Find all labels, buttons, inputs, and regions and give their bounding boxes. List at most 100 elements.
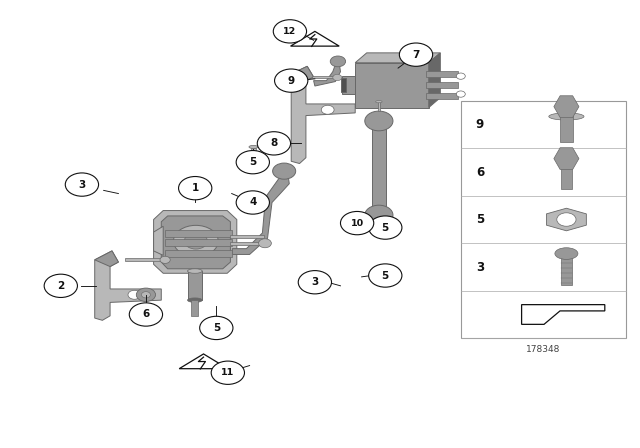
Text: 178348: 178348 bbox=[526, 345, 561, 354]
Text: 9: 9 bbox=[476, 118, 484, 131]
Circle shape bbox=[259, 239, 271, 248]
Polygon shape bbox=[165, 230, 232, 237]
Polygon shape bbox=[561, 256, 572, 285]
Circle shape bbox=[200, 316, 233, 340]
Polygon shape bbox=[426, 93, 458, 99]
Text: 5: 5 bbox=[249, 157, 257, 167]
Polygon shape bbox=[314, 63, 340, 86]
Circle shape bbox=[236, 151, 269, 174]
Text: 5: 5 bbox=[381, 271, 389, 280]
FancyBboxPatch shape bbox=[461, 101, 626, 338]
Circle shape bbox=[211, 361, 244, 384]
Circle shape bbox=[173, 225, 218, 257]
Ellipse shape bbox=[188, 269, 202, 273]
Circle shape bbox=[369, 264, 402, 287]
Circle shape bbox=[321, 105, 334, 114]
Circle shape bbox=[128, 290, 141, 299]
Polygon shape bbox=[291, 66, 314, 81]
Polygon shape bbox=[291, 31, 339, 46]
Text: 11: 11 bbox=[221, 368, 234, 377]
Circle shape bbox=[141, 292, 150, 298]
Ellipse shape bbox=[376, 229, 382, 231]
Polygon shape bbox=[355, 53, 440, 63]
Polygon shape bbox=[230, 242, 264, 245]
Ellipse shape bbox=[555, 248, 578, 259]
Text: 4: 4 bbox=[249, 198, 257, 207]
Polygon shape bbox=[291, 66, 355, 164]
Polygon shape bbox=[355, 63, 429, 108]
Circle shape bbox=[129, 303, 163, 326]
Polygon shape bbox=[230, 235, 264, 238]
Ellipse shape bbox=[548, 113, 584, 120]
Polygon shape bbox=[232, 175, 289, 254]
Polygon shape bbox=[378, 220, 380, 229]
Polygon shape bbox=[554, 148, 579, 169]
Polygon shape bbox=[554, 96, 579, 117]
Ellipse shape bbox=[188, 298, 202, 302]
Ellipse shape bbox=[376, 100, 382, 103]
Circle shape bbox=[257, 132, 291, 155]
Circle shape bbox=[273, 20, 307, 43]
Polygon shape bbox=[378, 102, 380, 111]
Polygon shape bbox=[251, 148, 256, 161]
Circle shape bbox=[456, 73, 465, 79]
Text: 5: 5 bbox=[212, 323, 220, 333]
Polygon shape bbox=[179, 354, 228, 369]
Text: 5: 5 bbox=[476, 213, 484, 226]
Circle shape bbox=[456, 91, 465, 97]
Circle shape bbox=[330, 56, 346, 67]
Circle shape bbox=[179, 177, 212, 200]
Ellipse shape bbox=[249, 145, 258, 148]
Text: 1: 1 bbox=[191, 183, 199, 193]
Circle shape bbox=[365, 205, 393, 225]
Polygon shape bbox=[154, 226, 163, 255]
Text: 7: 7 bbox=[412, 50, 420, 60]
Text: 10: 10 bbox=[351, 219, 364, 228]
Text: 3: 3 bbox=[476, 260, 484, 274]
Circle shape bbox=[160, 256, 170, 263]
Circle shape bbox=[333, 74, 342, 81]
Text: 2: 2 bbox=[57, 281, 65, 291]
Polygon shape bbox=[426, 71, 458, 77]
Text: 6: 6 bbox=[476, 165, 484, 179]
Circle shape bbox=[184, 233, 207, 249]
Polygon shape bbox=[429, 53, 440, 108]
Polygon shape bbox=[154, 211, 237, 273]
Polygon shape bbox=[95, 251, 161, 320]
Text: 6: 6 bbox=[142, 310, 150, 319]
Text: 5: 5 bbox=[381, 223, 389, 233]
Polygon shape bbox=[125, 258, 163, 261]
Polygon shape bbox=[165, 250, 232, 257]
Circle shape bbox=[365, 111, 393, 131]
Polygon shape bbox=[95, 251, 118, 267]
Circle shape bbox=[340, 211, 374, 235]
Circle shape bbox=[557, 213, 576, 226]
Polygon shape bbox=[560, 116, 573, 142]
Circle shape bbox=[369, 216, 402, 239]
Text: 8: 8 bbox=[270, 138, 278, 148]
Polygon shape bbox=[522, 305, 605, 324]
Text: 9: 9 bbox=[287, 76, 295, 86]
Circle shape bbox=[298, 271, 332, 294]
Circle shape bbox=[273, 163, 296, 179]
Polygon shape bbox=[165, 239, 232, 246]
Polygon shape bbox=[342, 76, 355, 94]
Polygon shape bbox=[191, 300, 198, 316]
Polygon shape bbox=[547, 208, 586, 231]
Circle shape bbox=[136, 288, 156, 302]
Text: 3: 3 bbox=[78, 180, 86, 190]
Polygon shape bbox=[161, 216, 230, 269]
Circle shape bbox=[65, 173, 99, 196]
Polygon shape bbox=[188, 271, 202, 300]
Text: 3: 3 bbox=[311, 277, 319, 287]
Circle shape bbox=[399, 43, 433, 66]
Polygon shape bbox=[566, 306, 604, 310]
Polygon shape bbox=[312, 76, 336, 78]
Polygon shape bbox=[341, 78, 346, 92]
Polygon shape bbox=[426, 82, 458, 88]
Circle shape bbox=[44, 274, 77, 297]
Circle shape bbox=[275, 69, 308, 92]
Polygon shape bbox=[561, 167, 572, 189]
Circle shape bbox=[236, 191, 269, 214]
Text: 12: 12 bbox=[284, 27, 296, 36]
